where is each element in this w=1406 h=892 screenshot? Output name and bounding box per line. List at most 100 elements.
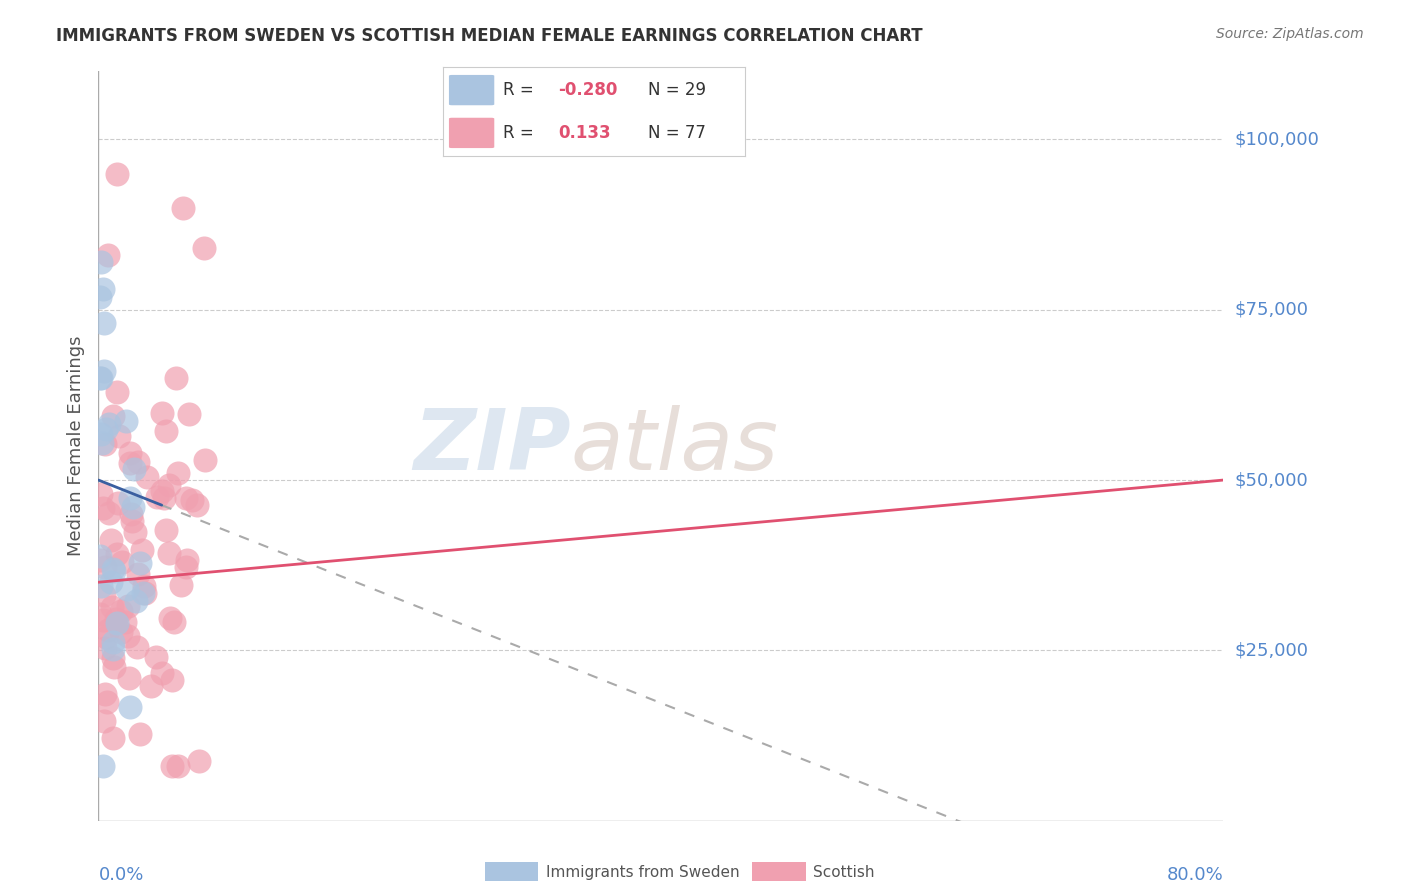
Point: [128, 727, 150, 741]
Point: [94, 640, 117, 655]
Text: 80.0%: 80.0%: [1167, 865, 1223, 884]
Point: [193, 242, 215, 256]
Point: [89, 607, 111, 622]
Point: [150, 483, 173, 498]
Point: [167, 759, 190, 773]
Point: [139, 679, 162, 693]
Point: [93, 687, 115, 701]
Text: R =: R =: [503, 124, 534, 142]
Point: [124, 462, 146, 476]
Text: 0.133: 0.133: [558, 124, 610, 142]
Text: N = 29: N = 29: [648, 81, 706, 99]
Point: [117, 629, 139, 643]
Point: [91, 613, 114, 627]
Point: [105, 384, 128, 399]
Point: [105, 616, 128, 631]
Point: [103, 409, 125, 423]
Text: $75,000: $75,000: [1234, 301, 1309, 318]
Point: [127, 567, 149, 582]
Text: R =: R =: [503, 81, 534, 99]
Point: [118, 446, 141, 460]
Point: [104, 612, 127, 626]
Text: Source: ZipAtlas.com: Source: ZipAtlas.com: [1216, 27, 1364, 41]
Point: [150, 666, 173, 681]
Point: [117, 599, 139, 613]
Point: [122, 500, 145, 515]
FancyBboxPatch shape: [449, 75, 495, 105]
Point: [125, 640, 148, 654]
Point: [131, 542, 153, 557]
Point: [145, 650, 167, 665]
Text: Immigrants from Sweden: Immigrants from Sweden: [546, 865, 740, 880]
Point: [89, 427, 111, 442]
FancyBboxPatch shape: [449, 118, 495, 148]
Point: [96, 695, 118, 709]
Point: [89, 371, 111, 385]
Point: [120, 507, 142, 521]
Text: $25,000: $25,000: [1234, 641, 1309, 659]
Point: [101, 561, 124, 575]
Point: [124, 525, 146, 540]
Point: [105, 167, 128, 181]
Point: [97, 248, 120, 262]
Point: [101, 641, 124, 656]
Point: [103, 564, 125, 578]
Point: [134, 586, 156, 600]
Point: [100, 533, 122, 547]
Point: [180, 493, 202, 508]
Point: [108, 428, 131, 442]
Point: [125, 594, 148, 608]
Text: -0.280: -0.280: [558, 81, 617, 99]
Point: [160, 759, 183, 773]
Point: [96, 630, 118, 644]
Point: [159, 477, 181, 491]
Point: [111, 555, 134, 569]
Text: $50,000: $50,000: [1234, 471, 1308, 489]
Point: [93, 364, 115, 378]
Point: [172, 201, 194, 215]
Point: [129, 556, 152, 570]
Point: [153, 491, 176, 505]
Point: [159, 610, 181, 624]
Point: [93, 317, 115, 331]
Text: IMMIGRANTS FROM SWEDEN VS SCOTTISH MEDIAN FEMALE EARNINGS CORRELATION CHART: IMMIGRANTS FROM SWEDEN VS SCOTTISH MEDIA…: [56, 27, 922, 45]
Point: [105, 547, 128, 561]
Point: [93, 589, 115, 603]
Text: Scottish: Scottish: [813, 865, 875, 880]
Point: [187, 754, 209, 768]
Point: [97, 624, 120, 638]
Point: [155, 523, 177, 537]
Y-axis label: Median Female Earnings: Median Female Earnings: [66, 335, 84, 557]
Point: [89, 290, 111, 304]
Point: [194, 453, 217, 467]
Point: [115, 414, 138, 428]
Point: [90, 371, 112, 385]
Point: [91, 282, 114, 296]
Point: [107, 496, 129, 510]
Point: [174, 491, 197, 505]
Point: [132, 579, 155, 593]
Point: [162, 615, 184, 630]
Point: [89, 549, 111, 563]
Point: [118, 671, 141, 685]
Point: [90, 578, 112, 592]
Point: [146, 490, 169, 504]
Point: [91, 501, 114, 516]
Point: [89, 553, 111, 567]
Point: [118, 700, 141, 714]
Point: [98, 506, 121, 520]
Point: [101, 650, 124, 665]
Point: [155, 425, 177, 439]
Point: [110, 604, 132, 618]
Point: [132, 585, 155, 599]
Point: [90, 255, 112, 269]
Point: [167, 467, 190, 481]
Point: [94, 559, 117, 574]
Text: ZIP: ZIP: [413, 404, 571, 488]
Point: [91, 435, 114, 450]
Point: [103, 660, 125, 674]
Point: [101, 731, 124, 745]
Point: [186, 498, 208, 512]
Point: [179, 407, 201, 421]
Point: [94, 437, 117, 451]
